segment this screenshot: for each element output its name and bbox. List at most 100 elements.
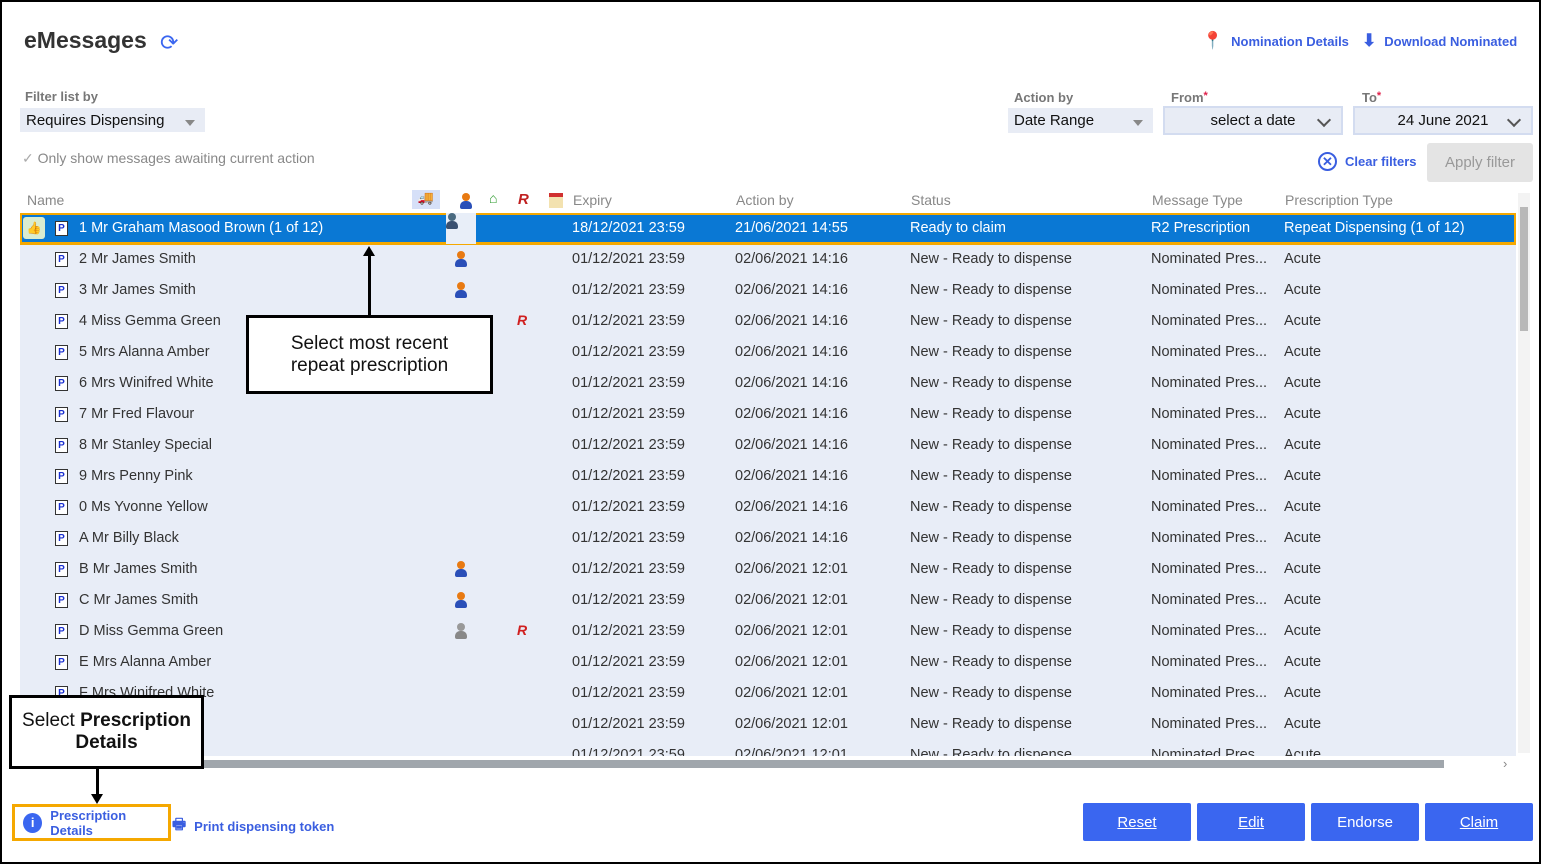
- callout-repeat: Select most recent repeat prescription: [246, 315, 493, 394]
- cell-message-type: Nominated Pres...: [1151, 530, 1268, 546]
- cell-prescription-type: Acute: [1284, 468, 1322, 484]
- prescription-icon: P: [55, 376, 68, 391]
- approved-thumb-icon: 👍: [23, 217, 45, 239]
- cell-status: New - Ready to dispense: [910, 623, 1072, 639]
- cell-action-by: 02/06/2021 14:16: [735, 406, 848, 422]
- horizontal-scrollbar[interactable]: [20, 760, 1444, 768]
- prescription-icon: P: [55, 655, 68, 670]
- patient-icon: [455, 623, 467, 640]
- cell-action-by: 02/06/2021 14:16: [735, 251, 848, 267]
- prescription-icon: P: [55, 283, 68, 298]
- cell-prescription-type: Acute: [1284, 406, 1322, 422]
- cell-action-by: 02/06/2021 12:01: [735, 654, 848, 670]
- patient-icon: [455, 561, 467, 578]
- from-date-picker[interactable]: select a date: [1163, 106, 1343, 135]
- cell-status: New - Ready to dispense: [910, 561, 1072, 577]
- location-pin-icon: 📍: [1202, 31, 1224, 50]
- table-row[interactable]: P E Mrs Alanna Amber 01/12/2021 23:59 02/06…: [20, 647, 1516, 678]
- table-row[interactable]: P 2 Mr James Smith 01/12/2021 23:59 02/06/2…: [20, 244, 1516, 275]
- table-row[interactable]: P D Miss Gemma Green R 01/12/2021 23:59 02/0…: [20, 616, 1516, 647]
- cell-prescription-type: Acute: [1284, 747, 1322, 756]
- to-date-picker[interactable]: 24 June 2021: [1353, 106, 1533, 135]
- table-row[interactable]: 👍 P 1 Mr Graham Masood Brown (1 of 12) 18/1…: [20, 213, 1516, 245]
- column-header-status[interactable]: Status: [911, 192, 951, 208]
- table-row[interactable]: P 7 Mr Fred Flavour 01/12/2021 23:59 02/06/…: [20, 399, 1516, 430]
- cell-status: New - Ready to dispense: [910, 530, 1072, 546]
- cell-expiry: 01/12/2021 23:59: [572, 313, 685, 329]
- table-row[interactable]: P 3 Mr James Smith 01/12/2021 23:59 02/06/2…: [20, 275, 1516, 306]
- table-row[interactable]: P 8 Mr Stanley Special 01/12/2021 23:59 02/…: [20, 430, 1516, 461]
- prescription-details-link[interactable]: i Prescription Details: [12, 804, 171, 841]
- edit-button[interactable]: Edit: [1197, 803, 1305, 841]
- table-row[interactable]: P B Mr James Smith 01/12/2021 23:59 02/06/2…: [20, 554, 1516, 585]
- cell-action-by: 21/06/2021 14:55: [735, 220, 848, 236]
- cell-action-by: 02/06/2021 14:16: [735, 313, 848, 329]
- cell-message-type: Nominated Pres...: [1151, 685, 1268, 701]
- cell-action-by: 02/06/2021 14:16: [735, 499, 848, 515]
- prescription-icon: P: [55, 252, 68, 267]
- filter-label: Filter list by: [25, 89, 98, 104]
- calendar-warning-icon[interactable]: [549, 193, 563, 208]
- home-icon[interactable]: ⌂: [489, 190, 498, 206]
- cell-action-by: 02/06/2021 12:01: [735, 623, 848, 639]
- column-header-message-type[interactable]: Message Type: [1152, 192, 1243, 208]
- cell-action-by: 02/06/2021 14:16: [735, 282, 848, 298]
- patient-name: D Miss Gemma Green: [79, 623, 224, 639]
- cell-message-type: Nominated Pres...: [1151, 468, 1268, 484]
- cell-message-type: Nominated Pres...: [1151, 592, 1268, 608]
- patient-name: E Mrs Alanna Amber: [79, 654, 212, 670]
- cell-action-by: 02/06/2021 12:01: [735, 685, 848, 701]
- cell-prescription-type: Acute: [1284, 375, 1322, 391]
- r-icon[interactable]: R: [518, 191, 529, 208]
- column-header-expiry[interactable]: Expiry: [573, 192, 612, 208]
- endorse-button[interactable]: Endorse: [1311, 803, 1419, 841]
- cell-message-type: Nominated Pres...: [1151, 561, 1268, 577]
- nomination-details-link[interactable]: 📍 Nomination Details: [1202, 31, 1349, 50]
- apply-filter-button[interactable]: Apply filter: [1427, 143, 1533, 182]
- table-row[interactable]: P C Mr James Smith 01/12/2021 23:59 02/06/2…: [20, 585, 1516, 616]
- table-row[interactable]: P 0 Ms Yvonne Yellow 01/12/2021 23:59 02/06…: [20, 492, 1516, 523]
- column-header-prescription-type[interactable]: Prescription Type: [1285, 192, 1393, 208]
- cell-status: New - Ready to dispense: [910, 654, 1072, 670]
- filter-select[interactable]: Requires Dispensing: [20, 108, 205, 132]
- patient-name: 5 Mrs Alanna Amber: [79, 344, 210, 360]
- table-row[interactable]: P 9 Mrs Penny Pink 01/12/2021 23:59 02/06/2…: [20, 461, 1516, 492]
- clear-filters-link[interactable]: ✕ Clear filters: [1318, 152, 1417, 171]
- cell-prescription-type: Acute: [1284, 437, 1322, 453]
- table-row[interactable]: P 5 Mrs Alanna Amber 01/12/2021 23:59 02/06…: [20, 337, 1516, 368]
- cell-prescription-type: Acute: [1284, 561, 1322, 577]
- reset-button[interactable]: Reset: [1083, 803, 1191, 841]
- refresh-icon[interactable]: ⟳: [160, 30, 179, 55]
- patient-name: 4 Miss Gemma Green: [79, 313, 221, 329]
- patient-name: 6 Mrs Winifred White: [79, 375, 214, 391]
- cell-message-type: Nominated Pres...: [1151, 747, 1268, 756]
- cell-expiry: 01/12/2021 23:59: [572, 654, 685, 670]
- caret-down-icon: [1133, 120, 1143, 126]
- cell-status: New - Ready to dispense: [910, 313, 1072, 329]
- table-row[interactable]: P 4 Miss Gemma Green R 01/12/2021 23:59 02/0…: [20, 306, 1516, 337]
- cell-action-by: 02/06/2021 12:01: [735, 747, 848, 756]
- delivery-truck-icon[interactable]: 🚚: [412, 190, 440, 209]
- cell-expiry: 01/12/2021 23:59: [572, 685, 685, 701]
- column-header-action-by[interactable]: Action by: [736, 192, 794, 208]
- column-header-name[interactable]: Name: [27, 192, 65, 208]
- scroll-right-icon[interactable]: ›: [1503, 756, 1508, 771]
- cell-expiry: 01/12/2021 23:59: [572, 375, 685, 391]
- to-label: To*: [1362, 90, 1382, 105]
- print-dispensing-token-link[interactable]: 🖶 Print dispensing token: [172, 814, 334, 839]
- cell-status: New - Ready to dispense: [910, 437, 1072, 453]
- table-row[interactable]: P 6 Mrs Winifred White 01/12/2021 23:59 02/…: [20, 368, 1516, 399]
- prescription-icon: P: [55, 221, 68, 236]
- vertical-scrollbar[interactable]: [1518, 193, 1530, 753]
- cell-prescription-type: Acute: [1284, 623, 1322, 639]
- table-row[interactable]: P A Mr Billy Black 01/12/2021 23:59 02/06/2…: [20, 523, 1516, 554]
- claim-button[interactable]: Claim: [1425, 803, 1533, 841]
- only-show-checkbox[interactable]: ✓ Only show messages awaiting current ac…: [22, 150, 315, 166]
- action-by-select[interactable]: Date Range: [1008, 108, 1153, 133]
- cell-message-type: Nominated Pres...: [1151, 313, 1268, 329]
- cell-action-by: 02/06/2021 12:01: [735, 561, 848, 577]
- download-nominated-link[interactable]: ⬇ Download Nominated: [1362, 31, 1518, 50]
